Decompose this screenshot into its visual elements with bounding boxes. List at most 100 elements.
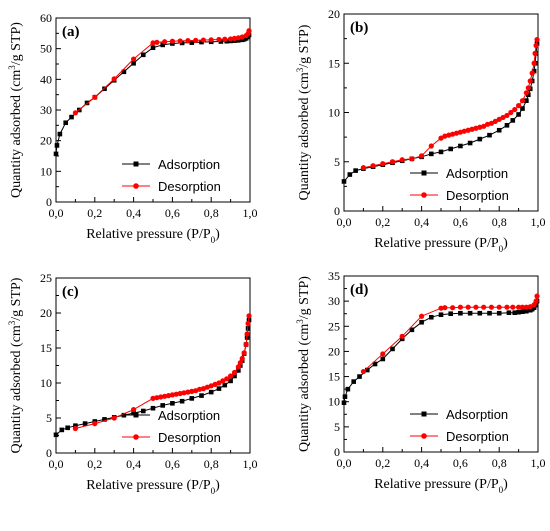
legend-entry: Adsorption [158,157,220,172]
adsorption-point [208,389,214,395]
desorption-point [177,38,183,44]
desorption-point [500,114,506,121]
adsorption-point [524,308,529,314]
desorption-point [380,161,386,167]
legend-marker [133,412,139,418]
desorption-point [496,116,502,122]
desorption-point [527,78,533,84]
desorption-point [488,304,495,310]
desorption-point [189,388,195,394]
adsorption-point [342,394,348,399]
y-tick-label: 30 [328,294,340,308]
x-axis-label: Relative pressure (P/P0) [86,227,220,245]
legend-entry: Adsorption [446,166,508,181]
adsorption-point [520,106,525,111]
y-tick-label: 15 [328,56,340,70]
desorption-point [243,341,249,348]
desorption-point [525,85,531,91]
y-tick-label: 25 [328,319,340,333]
desorption-point [533,42,539,49]
legend-marker [421,170,427,176]
adsorption-point [380,356,386,362]
x-tick-label: 0,8 [492,215,507,229]
desorption-point [241,350,247,356]
y-tick-label: 5 [334,420,340,434]
desorption-point [92,94,98,100]
legend-marker [421,192,427,198]
adsorption-point [496,127,502,133]
adsorption-point [224,38,230,44]
desorption-point [224,376,230,382]
adsorption-point [236,368,241,373]
y-tick-label: 0 [46,195,52,209]
x-tick-label: 0,8 [204,206,219,220]
adsorption-point [57,131,63,137]
desorption-point [158,394,164,400]
adsorption-point [228,378,233,384]
desorption-point [516,304,522,310]
adsorption-point [429,314,434,320]
adsorption-point [53,151,59,157]
adsorption-point [170,401,175,406]
desorption-point [244,331,250,337]
adsorption-point [467,310,473,316]
x-tick-label: 1,0 [243,457,258,471]
desorption-point [534,37,540,43]
desorption-point [496,304,502,310]
desorption-point [235,35,241,41]
adsorption-point [179,40,185,46]
adsorption-point [150,45,156,51]
plot-frame [55,277,251,454]
panel-a-chart: 0,0 0,2 0,4 0,6 0,8 1,0 0 10 20 30 40 50 60 Relative … [7,11,258,245]
desorption-point [442,305,448,311]
desorption-point [360,165,366,171]
adsorption-point [409,327,415,333]
adsorption-point [438,312,444,318]
desorption-point [231,35,238,41]
desorption-point [154,395,160,401]
legend-marker [133,183,139,189]
desorption-point [200,386,207,392]
adsorption-point [141,52,146,58]
desorption-point [519,304,526,310]
adsorption-point [524,98,529,103]
desorption-point [531,302,537,308]
adsorption-point [54,143,60,148]
x-axis-label: Relative pressure (P/P0) [374,236,508,254]
desorption-point [154,39,160,45]
desorption-point [442,133,448,139]
desorption-point [231,369,238,376]
desorption-point [504,304,510,310]
desorption-point [72,425,78,432]
adsorption-point [520,309,525,315]
desorption-point [428,143,434,149]
x-tick-label: 0,8 [492,456,507,470]
y-tick-label: 60 [40,11,52,25]
adsorption-point [531,305,537,310]
adsorption-point [357,374,362,379]
desorption-point [245,320,251,327]
x-tick-label: 0,6 [453,215,468,229]
desorption-point [527,304,533,310]
desorption-point [150,40,156,46]
adsorption-point [345,386,351,392]
legend-entry: Desorption [158,179,221,194]
adsorption-point [347,172,353,177]
x-axis-label: Relative pressure (P/P0) [374,477,508,495]
adsorption-point [526,92,531,98]
adsorption-point [516,309,521,315]
desorption-point [222,36,228,42]
adsorption-point [63,120,68,126]
desorption-point [169,392,175,398]
adsorption-point [467,140,473,146]
legend-marker [133,434,139,440]
adsorption-point [438,149,444,155]
adsorption-point [82,421,88,426]
adsorption-point [69,114,74,120]
desorption-point [457,304,463,310]
desorption-point [512,106,518,113]
desorption-point [216,36,222,43]
y-tick-label: 50 [40,42,52,56]
desorption-point [92,421,98,427]
adsorption-line [343,43,538,182]
